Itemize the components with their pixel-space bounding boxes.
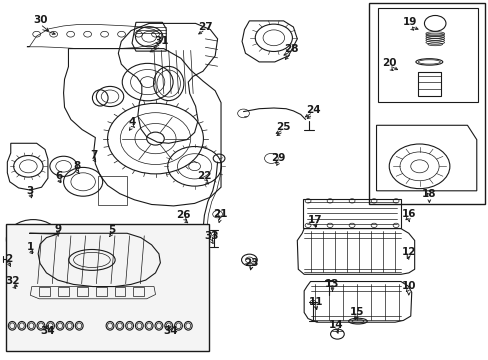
Bar	[58, 287, 69, 296]
Bar	[6, 224, 208, 351]
Bar	[133, 287, 144, 296]
Bar	[303, 199, 400, 228]
Text: 27: 27	[198, 22, 212, 32]
Text: 34: 34	[40, 326, 55, 336]
Text: 1: 1	[27, 242, 34, 252]
Text: 28: 28	[284, 44, 298, 54]
Text: 2: 2	[5, 254, 12, 264]
Text: 20: 20	[381, 58, 396, 68]
Text: 24: 24	[305, 105, 320, 115]
Text: 14: 14	[328, 320, 343, 330]
Bar	[98, 176, 127, 205]
Text: 19: 19	[402, 17, 416, 27]
Bar	[368, 3, 484, 204]
Text: 6: 6	[55, 171, 62, 181]
Bar	[39, 287, 50, 296]
Text: 13: 13	[325, 279, 339, 289]
Text: 7: 7	[90, 150, 98, 160]
Bar	[114, 287, 125, 296]
Text: 22: 22	[197, 171, 211, 181]
Text: 8: 8	[74, 161, 81, 171]
Text: 26: 26	[176, 210, 190, 220]
Text: 10: 10	[401, 281, 415, 291]
Text: 9: 9	[54, 224, 61, 234]
Text: 3: 3	[27, 186, 34, 196]
Text: 11: 11	[308, 297, 323, 307]
Text: 21: 21	[212, 209, 227, 219]
Text: 5: 5	[108, 225, 115, 235]
Text: 23: 23	[244, 258, 258, 268]
Text: 33: 33	[203, 231, 218, 241]
Text: 15: 15	[349, 307, 364, 318]
Text: 4: 4	[128, 117, 136, 127]
Text: 34: 34	[163, 326, 177, 336]
Text: 31: 31	[154, 36, 168, 46]
Text: 12: 12	[401, 247, 415, 257]
Text: 30: 30	[33, 15, 47, 25]
Text: 16: 16	[401, 209, 415, 219]
Bar	[96, 287, 106, 296]
Bar	[377, 8, 477, 102]
Bar	[77, 287, 87, 296]
Text: 29: 29	[271, 153, 285, 163]
Text: 17: 17	[307, 215, 322, 225]
Text: 25: 25	[276, 122, 290, 132]
Text: 32: 32	[5, 276, 20, 286]
Bar	[417, 72, 440, 96]
Text: 18: 18	[421, 189, 436, 199]
